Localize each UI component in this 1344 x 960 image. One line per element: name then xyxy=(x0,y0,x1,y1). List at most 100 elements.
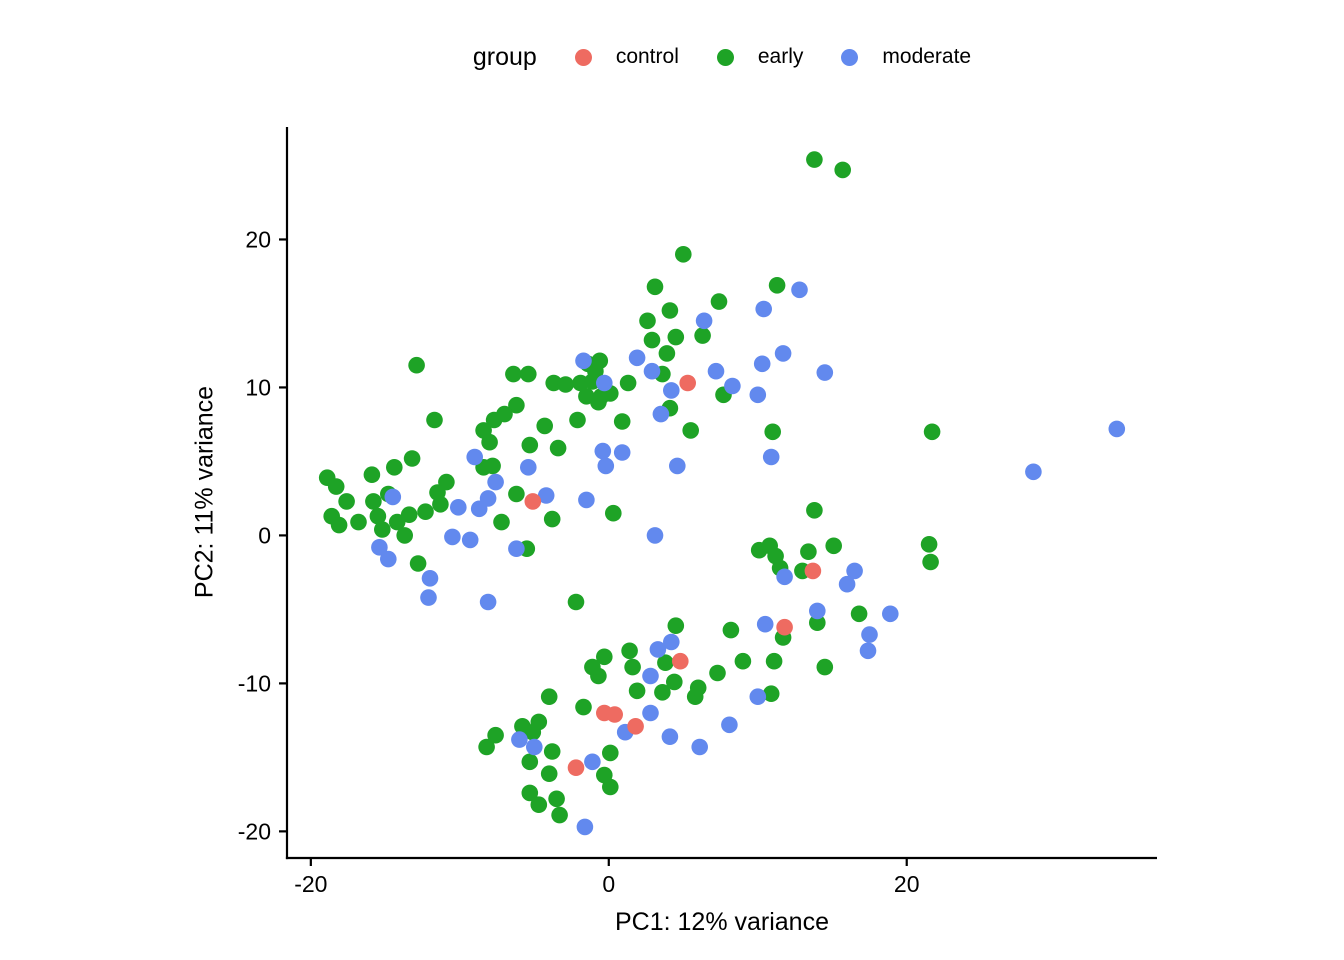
data-point-moderate xyxy=(724,377,741,395)
data-point-early xyxy=(764,423,781,441)
data-point-control xyxy=(627,718,644,735)
data-point-early xyxy=(590,393,607,411)
data-point-moderate xyxy=(643,362,661,380)
data-point-control xyxy=(672,652,689,670)
data-point-early xyxy=(540,765,558,782)
data-point-early xyxy=(646,278,664,296)
data-point-moderate xyxy=(461,531,479,549)
data-point-moderate xyxy=(594,442,612,460)
y-axis-title: PC2: 11% variance xyxy=(190,385,219,599)
data-point-early xyxy=(584,658,601,676)
data-point-moderate xyxy=(663,633,680,651)
data-point-moderate xyxy=(628,349,646,367)
data-point-moderate xyxy=(450,499,467,516)
data-point-moderate xyxy=(749,386,767,404)
data-point-moderate xyxy=(584,753,601,771)
data-point-early xyxy=(621,642,638,660)
data-point-moderate xyxy=(420,589,437,606)
data-point-early xyxy=(417,503,434,520)
data-point-early xyxy=(524,723,542,741)
data-point-early xyxy=(408,356,425,374)
data-point-early xyxy=(596,648,613,666)
data-point-early xyxy=(485,411,503,429)
data-point-early xyxy=(613,413,631,430)
data-point-control xyxy=(567,759,585,776)
data-point-moderate xyxy=(695,312,713,330)
data-point-moderate xyxy=(1108,420,1126,438)
data-point-moderate xyxy=(756,615,774,633)
data-point-early xyxy=(768,277,786,294)
data-point-early xyxy=(602,744,619,762)
data-point-moderate xyxy=(371,539,388,556)
data-point-moderate xyxy=(691,738,708,756)
data-point-early xyxy=(409,555,427,572)
data-point-early xyxy=(643,331,661,349)
data-point-moderate xyxy=(646,527,664,544)
data-point-early xyxy=(403,450,421,467)
data-point-early xyxy=(484,457,501,475)
data-point-moderate xyxy=(663,382,680,399)
data-point-moderate xyxy=(380,550,397,568)
data-point-early xyxy=(722,621,740,639)
data-point-control xyxy=(606,706,623,723)
data-point-early xyxy=(536,417,553,435)
data-point-early xyxy=(806,502,823,519)
data-point-early xyxy=(816,658,834,676)
data-point-early xyxy=(481,433,498,451)
moderate-dot-icon xyxy=(841,48,859,66)
data-point-early xyxy=(374,521,391,538)
y-tick-label: 20 xyxy=(245,226,271,252)
data-point-early xyxy=(825,537,842,555)
data-point-early xyxy=(549,439,567,457)
data-point-early xyxy=(330,516,348,534)
data-point-control xyxy=(776,618,793,636)
data-point-early xyxy=(734,652,752,670)
data-point-early xyxy=(551,806,568,824)
data-point-early xyxy=(369,507,387,525)
data-point-early xyxy=(834,161,851,179)
data-point-moderate xyxy=(642,704,659,722)
data-point-control xyxy=(524,493,542,510)
data-point-moderate xyxy=(508,540,525,557)
data-point-early xyxy=(493,513,510,531)
data-point-early xyxy=(806,151,823,168)
data-point-early xyxy=(800,543,817,560)
x-tick-label: 20 xyxy=(894,871,920,897)
data-point-moderate xyxy=(859,642,877,660)
data-point-moderate xyxy=(861,626,878,643)
data-point-early xyxy=(543,510,561,528)
data-point-moderate xyxy=(838,575,856,593)
data-point-early xyxy=(530,796,548,813)
y-tick-label: 0 xyxy=(258,522,271,548)
data-point-early xyxy=(540,688,558,705)
data-point-moderate xyxy=(649,641,667,658)
data-point-early xyxy=(508,396,525,414)
data-point-early xyxy=(567,593,585,611)
data-point-early xyxy=(920,536,938,553)
legend-title: group xyxy=(472,42,537,71)
data-point-moderate xyxy=(578,491,595,509)
data-point-early xyxy=(694,327,711,344)
data-point-moderate xyxy=(776,568,793,586)
data-point-early xyxy=(762,685,780,702)
data-point-moderate xyxy=(669,457,686,475)
data-point-early xyxy=(667,328,685,346)
data-point-moderate xyxy=(809,602,826,620)
control-dot-icon xyxy=(574,48,592,66)
data-point-moderate xyxy=(774,345,792,362)
data-point-early xyxy=(350,513,367,531)
data-point-early xyxy=(628,682,646,700)
legend: group control early moderate xyxy=(287,34,1157,80)
legend-label-early: early xyxy=(757,45,804,68)
data-point-moderate xyxy=(762,448,780,466)
data-point-early xyxy=(575,698,592,716)
legend-label-control: control xyxy=(615,45,679,68)
data-point-early xyxy=(624,658,641,676)
data-point-moderate xyxy=(384,488,402,506)
data-point-moderate xyxy=(652,405,670,423)
data-point-early xyxy=(557,376,574,393)
x-tick-label: -20 xyxy=(294,871,327,897)
data-point-early xyxy=(923,423,941,441)
data-point-early xyxy=(605,504,622,522)
data-point-early xyxy=(521,784,539,802)
